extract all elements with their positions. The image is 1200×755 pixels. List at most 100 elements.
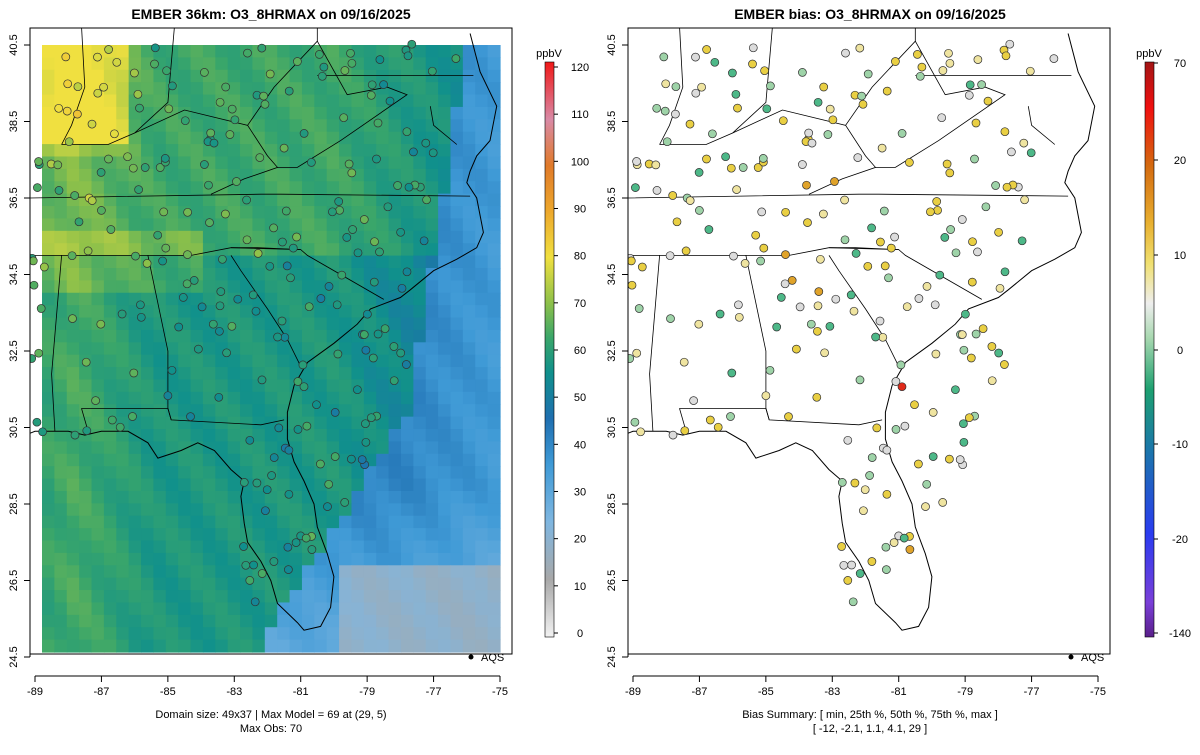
heatmap-cell [240,441,254,455]
heatmap-cell [475,590,489,604]
heatmap-cell [339,94,353,108]
heatmap-cell [141,292,155,306]
heatmap-cell [227,602,241,616]
heatmap-cell [400,292,414,306]
aqs-site-marker [363,309,372,319]
heatmap-cell [475,354,489,368]
heatmap-cell [252,528,266,542]
heatmap-cell [103,305,117,319]
heatmap-cell [202,466,216,480]
bias-site-marker [897,129,907,138]
heatmap-cell [438,255,452,269]
heatmap-cell [301,57,315,71]
state-border-line [828,247,899,250]
bias-site-marker [902,302,912,312]
heatmap-cell [190,528,204,542]
heatmap-cell [264,429,278,443]
bias-site-marker [1020,195,1029,205]
aqs-site-marker [361,437,371,447]
heatmap-cell [351,131,365,145]
heatmap-cell [289,515,303,529]
heatmap-cell [190,119,204,133]
heatmap-cell [202,639,216,653]
heatmap-cell [202,354,216,368]
heatmap-cell [425,590,439,604]
heatmap-cell [54,305,68,319]
heatmap-cell [462,627,476,641]
heatmap-cell [413,466,427,480]
heatmap-cell [215,144,229,158]
x-tick-label: -79 [359,686,375,698]
left-axes: -89 -87 -85 -83 -81 -79 -77 -7524.526.528.530.5… [8,34,508,698]
heatmap-cell [66,292,80,306]
heatmap-cell [462,255,476,269]
heatmap-cell [388,503,402,517]
heatmap-cell [438,218,452,232]
heatmap-cell [277,106,291,120]
heatmap-cell [42,602,55,616]
heatmap-cell [91,69,105,83]
heatmap-cell [351,267,365,281]
heatmap-cell [277,57,291,71]
heatmap-cell [351,391,365,405]
right-title: EMBER bias: O3_8HRMAX on 09/16/2025 [734,6,1006,22]
heatmap-cell [66,280,80,294]
bias-site-marker [813,301,823,311]
heatmap-cell [178,490,192,504]
heatmap-cell [227,453,241,467]
heatmap-cell [413,82,427,96]
heatmap-cell [264,379,278,393]
heatmap-cell [413,94,427,108]
aqs-site-marker [215,301,225,311]
aqs-site-marker [134,185,143,194]
bias-site-marker [858,99,868,109]
heatmap-cell [141,342,155,356]
heatmap-cell [215,577,229,591]
heatmap-cell [462,404,476,418]
aqs-site-marker [421,138,431,148]
heatmap-cell [301,639,315,653]
heatmap-cell [116,354,130,368]
heatmap-cell [450,367,464,381]
x-tick-label: -83 [226,686,242,698]
aqs-site-marker [283,542,293,552]
heatmap-cell [54,552,68,566]
heatmap-cell [91,57,105,71]
heatmap-cell [54,391,68,405]
heatmap-cell [42,94,55,108]
heatmap-cell [264,342,278,356]
heatmap-cell [240,243,254,257]
aqs-site-marker [70,191,80,200]
heatmap-cell [425,404,439,418]
heatmap-cell [462,69,476,83]
heatmap-cell [487,106,501,120]
heatmap-cell [388,528,402,542]
heatmap-cell [487,627,501,641]
aqs-site-marker [230,115,240,125]
heatmap-cell [215,441,229,455]
heatmap-cell [314,639,328,653]
heatmap-cell [487,280,501,294]
aqs-site-marker [293,425,303,434]
heatmap-cell [462,144,476,158]
heatmap-cell [326,106,340,120]
heatmap-cell [153,404,167,418]
heatmap-cell [240,515,254,529]
aqs-site-marker [334,197,344,206]
heatmap-cell [252,515,266,529]
heatmap-cell [438,565,452,579]
heatmap-cell [202,429,216,443]
bias-site-marker [946,225,955,234]
heatmap-cell [450,292,464,306]
aqs-site-marker [291,538,301,547]
heatmap-cell [264,57,278,71]
heatmap-cell [116,367,130,381]
aqs-site-marker [245,576,255,585]
heatmap-cell [153,367,167,381]
heatmap-cell [264,515,278,529]
heatmap-cell [54,367,68,381]
state-border-line [649,255,660,432]
heatmap-cell [400,243,414,257]
bias-site-marker [806,319,816,329]
heatmap-cell [202,404,216,418]
